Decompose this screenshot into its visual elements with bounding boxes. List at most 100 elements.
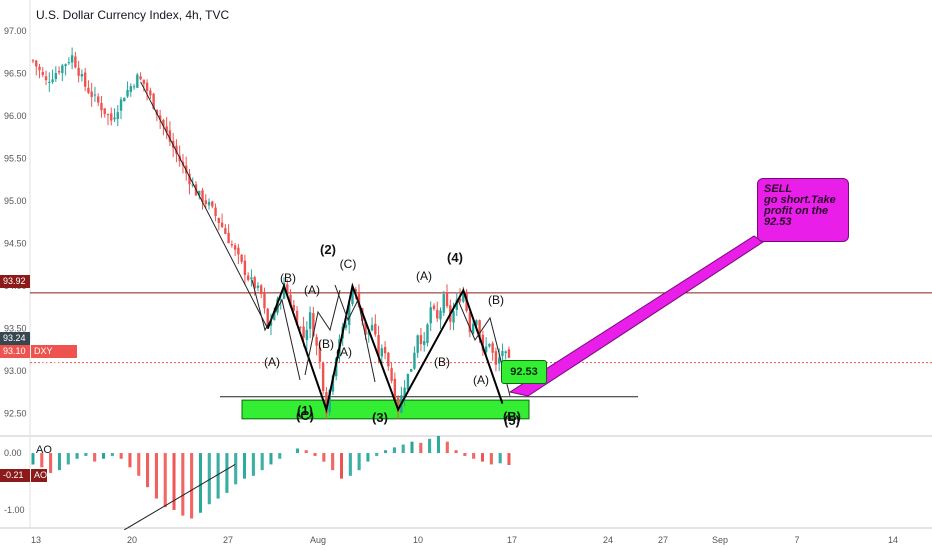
- x-tick-label: 27: [223, 535, 233, 545]
- candle-body: [468, 312, 472, 333]
- y-tick-label: 94.50: [4, 239, 27, 249]
- candle-body: [41, 72, 44, 75]
- callout-line-2: go short.Take: [764, 194, 836, 206]
- candle-body: [507, 349, 511, 358]
- current-price-tag: 93.24: [0, 332, 30, 345]
- candle-body: [321, 362, 325, 392]
- candle-body: [462, 290, 465, 302]
- candle-body: [393, 378, 397, 400]
- candle-body: [423, 341, 426, 345]
- candle-body: [188, 173, 191, 185]
- candle-body: [57, 71, 61, 73]
- candle-body: [246, 275, 250, 280]
- candle-body: [224, 228, 227, 234]
- candle-body: [370, 325, 374, 331]
- candle-body: [475, 320, 478, 326]
- candle-body: [136, 74, 139, 88]
- candle-body: [175, 145, 178, 154]
- candle-body: [54, 73, 58, 80]
- candle-body: [110, 113, 113, 121]
- wave-label-A3: (A): [336, 345, 352, 359]
- y-tick-label: 93.00: [4, 366, 27, 376]
- y-tick-label: 93.50: [4, 324, 27, 334]
- candle-body: [237, 247, 240, 255]
- candle-body: [211, 201, 214, 207]
- candle-body: [155, 109, 159, 115]
- indicator-label: AO: [36, 444, 52, 456]
- wave-label-A5: (A): [473, 373, 489, 387]
- candle-body: [458, 298, 462, 302]
- candle-body: [97, 96, 100, 103]
- x-tick-label: 27: [658, 535, 668, 545]
- candle-body: [305, 329, 309, 340]
- candle-body: [484, 346, 488, 353]
- candle-body: [315, 336, 318, 346]
- wave-label-A4: (A): [416, 269, 432, 283]
- candle-body: [488, 343, 491, 347]
- candle-body: [279, 299, 282, 301]
- candle-body: [409, 369, 413, 372]
- candle-body: [478, 320, 481, 337]
- candle-body: [445, 292, 449, 307]
- candle-body: [273, 312, 276, 320]
- wave-label-two: (2): [320, 242, 336, 257]
- ao-y-tick-label: 0.00: [4, 448, 22, 458]
- wave-label-four: (4): [447, 250, 463, 265]
- y-tick-label: 96.00: [4, 111, 27, 121]
- candle-body: [100, 102, 103, 111]
- sell-arrow: [508, 235, 764, 397]
- wave-label-C2: (C): [340, 257, 357, 271]
- dxy-change-tag: DXY −3.68%: [31, 345, 77, 369]
- candle-body: [442, 294, 445, 313]
- wave-label-one: (1): [297, 403, 313, 418]
- candle-body: [233, 245, 237, 250]
- last-price-tag: 93.10: [0, 345, 30, 358]
- wave-label-B3: (B): [434, 355, 450, 369]
- y-tick-label: 92.50: [4, 409, 27, 419]
- candle-body: [129, 86, 132, 92]
- candle-body: [77, 67, 80, 76]
- candle-body: [149, 90, 152, 96]
- candle-body: [31, 60, 35, 62]
- candle-body: [48, 81, 51, 83]
- candle-body: [145, 82, 149, 92]
- candle-body: [491, 343, 494, 353]
- wave-label-A1: (A): [264, 355, 280, 369]
- subwave-1: [251, 279, 301, 381]
- chart-title: U.S. Dollar Currency Index, 4h, TVC: [36, 8, 230, 22]
- candle-body: [439, 310, 442, 320]
- candle-body: [429, 307, 432, 324]
- candle-body: [497, 357, 501, 364]
- candle-body: [344, 324, 348, 328]
- candle-body: [471, 323, 475, 334]
- candle-body: [126, 89, 129, 97]
- candle-body: [452, 310, 455, 323]
- candle-body: [387, 352, 390, 367]
- candle-body: [328, 390, 331, 413]
- candle-body: [413, 352, 416, 369]
- candle-body: [61, 65, 64, 74]
- candle-body: [263, 292, 266, 309]
- ao-name-tag: AO: [31, 469, 47, 482]
- candle-body: [191, 184, 194, 186]
- candle-body: [207, 201, 211, 206]
- x-tick-label: 14: [888, 535, 898, 545]
- candle-body: [83, 72, 87, 87]
- wave-label-B1: (B): [280, 271, 296, 285]
- candle-body: [295, 310, 299, 326]
- candle-body: [80, 73, 84, 77]
- candle-body: [51, 79, 54, 83]
- candle-body: [292, 305, 295, 311]
- candle-body: [87, 87, 90, 93]
- y-tick-label: 95.50: [4, 153, 27, 163]
- candle-body: [217, 218, 221, 223]
- candle-body: [308, 312, 312, 329]
- resistance-price-tag: 93.92: [0, 275, 30, 288]
- candle-body: [168, 130, 172, 142]
- candle-body: [269, 321, 273, 326]
- subwave-5: [457, 299, 511, 397]
- candle-body: [357, 291, 361, 308]
- candle-body: [419, 335, 423, 345]
- target-zone: [241, 399, 530, 420]
